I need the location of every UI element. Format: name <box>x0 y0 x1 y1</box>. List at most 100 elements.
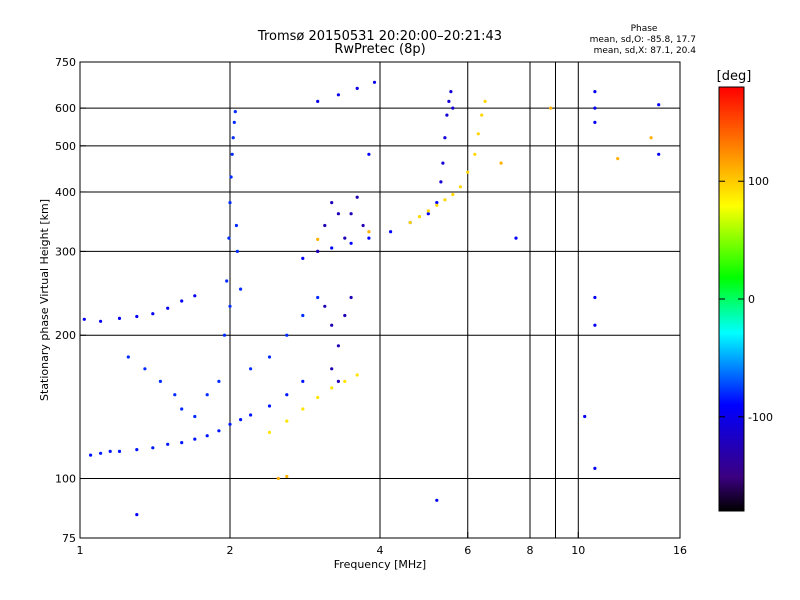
data-point <box>343 313 347 318</box>
data-point <box>143 367 147 371</box>
data-point <box>336 93 340 97</box>
data-point <box>330 386 334 390</box>
data-point <box>593 90 597 94</box>
data-point <box>301 313 305 318</box>
data-point <box>225 279 229 283</box>
data-point <box>173 393 177 397</box>
data-point <box>316 249 320 253</box>
data-point <box>151 312 155 316</box>
data-point <box>217 429 221 433</box>
x-tick-label: 8 <box>527 544 534 557</box>
data-point <box>301 407 305 411</box>
data-point <box>323 304 327 308</box>
data-point <box>166 442 170 446</box>
x-tick-label: 4 <box>377 544 384 557</box>
chart-title: Tromsø 20150531 20:20:00–20:21:43 <box>257 29 502 44</box>
data-point <box>228 422 232 426</box>
data-point <box>285 419 289 423</box>
data-point <box>355 195 359 199</box>
data-point <box>549 106 553 110</box>
data-point <box>323 223 327 228</box>
data-point <box>151 446 155 450</box>
data-point <box>89 453 93 457</box>
data-point <box>367 152 371 156</box>
data-point <box>231 136 235 140</box>
data-point <box>593 106 597 110</box>
y-tick-label: 500 <box>55 140 76 153</box>
data-point <box>99 451 103 455</box>
data-point <box>234 223 238 228</box>
data-point <box>180 407 184 411</box>
data-point <box>649 136 653 140</box>
data-point <box>336 212 340 216</box>
data-point <box>193 437 197 441</box>
y-axis-label: Stationary phase Virtual Height [km] <box>38 199 51 401</box>
data-point <box>449 90 453 94</box>
y-tick-label: 100 <box>55 473 76 486</box>
data-point <box>473 152 477 156</box>
data-point <box>447 99 451 103</box>
data-point <box>233 110 237 114</box>
data-point <box>480 113 484 117</box>
data-point <box>135 448 139 452</box>
grid-lines <box>80 62 680 538</box>
data-point <box>205 434 209 438</box>
y-tick-label: 75 <box>62 532 76 545</box>
data-point <box>458 185 462 189</box>
data-point <box>435 498 439 502</box>
data-point <box>616 157 620 161</box>
data-point <box>336 379 340 383</box>
data-point <box>135 314 139 319</box>
data-point <box>229 175 233 179</box>
colorbar-tick-label: -100 <box>748 411 773 424</box>
data-point <box>466 170 470 174</box>
data-point <box>330 367 334 371</box>
data-point <box>285 333 289 337</box>
x-axis-label: Frequency [MHz] <box>334 558 426 571</box>
colorbar-ticks: 100 0 -100 <box>719 175 773 424</box>
y-tick-label: 300 <box>55 245 76 258</box>
data-point <box>439 180 443 184</box>
y-tick-label: 200 <box>55 329 76 342</box>
data-point <box>108 449 112 453</box>
data-point <box>367 230 371 234</box>
data-point <box>426 209 430 213</box>
data-point <box>239 287 243 291</box>
data-point <box>445 113 449 117</box>
data-point <box>476 132 480 136</box>
data-point <box>249 413 253 417</box>
stats-line-x: mean, sd,X: 87.1, 20.4 <box>594 46 697 56</box>
data-point <box>180 441 184 445</box>
data-point <box>443 198 447 202</box>
data-point <box>483 99 487 103</box>
data-point <box>285 474 289 479</box>
data-point <box>249 367 253 371</box>
colorbar-tick-label: 0 <box>748 293 755 306</box>
data-point <box>330 246 334 250</box>
data-points <box>82 80 661 517</box>
data-point <box>435 203 439 207</box>
data-point <box>355 373 359 377</box>
data-point <box>316 237 320 241</box>
data-point <box>205 393 209 397</box>
stats-line-o: mean, sd,O: -85.8, 17.7 <box>590 35 696 45</box>
data-point <box>583 414 587 419</box>
data-point <box>361 223 365 228</box>
data-point <box>343 379 347 383</box>
x-tick-label: 1 <box>77 544 84 557</box>
data-point <box>158 379 162 383</box>
data-point <box>316 395 320 400</box>
data-point <box>408 220 412 225</box>
data-point <box>232 120 236 124</box>
data-point <box>451 192 455 197</box>
data-point <box>193 294 197 298</box>
chart-subtitle: RwPretec (8p) <box>334 42 425 57</box>
data-point <box>514 236 518 240</box>
y-tick-label: 600 <box>55 102 76 115</box>
y-tick-label: 750 <box>55 56 76 69</box>
data-point <box>593 466 597 470</box>
data-point <box>285 393 289 397</box>
data-point <box>389 230 393 234</box>
x-tick-label: 10 <box>571 544 585 557</box>
data-point <box>316 295 320 300</box>
